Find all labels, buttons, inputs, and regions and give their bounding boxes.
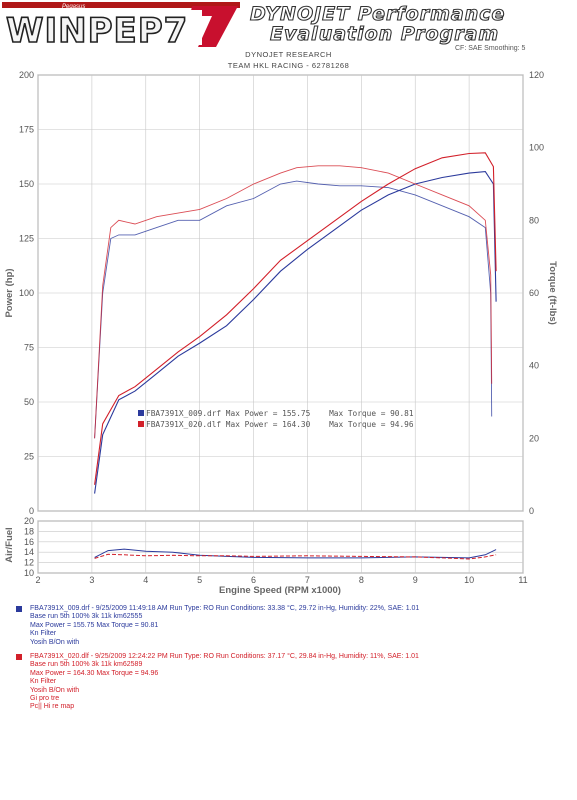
series-line-power-run1 xyxy=(94,171,497,494)
x-tick-label: 4 xyxy=(143,575,148,585)
legend-swatch-run2 xyxy=(138,421,144,427)
torque-tick-label: 20 xyxy=(529,433,539,443)
main-plot: 0 25 50 75 100 125 150 175 200 0 20 40 60 80 100 120 P… xyxy=(4,70,558,516)
x-tick-label: 8 xyxy=(359,575,364,585)
run2-note-1: Base run 5th 100% 3k 11k km62589 xyxy=(30,661,143,669)
x-tick-label: 3 xyxy=(89,575,94,585)
x-tick-label: 6 xyxy=(251,575,256,585)
afr-series xyxy=(94,548,497,560)
series-line-torque-run2 xyxy=(94,165,493,439)
afr-tick-label: 16 xyxy=(24,537,34,547)
torque-tick-label: 120 xyxy=(529,70,544,80)
torque-axis-ticks: 0 20 40 60 80 100 120 xyxy=(529,70,544,516)
logo-main-text: WINPEP7 xyxy=(6,11,188,47)
x-tick-label: 7 xyxy=(305,575,310,585)
afr-tick-label: 20 xyxy=(24,516,34,526)
afr-tick-label: 10 xyxy=(24,568,34,578)
power-tick-label: 0 xyxy=(29,506,34,516)
power-tick-label: 200 xyxy=(19,70,34,80)
power-tick-label: 125 xyxy=(19,234,34,244)
main-series xyxy=(94,152,497,494)
rpm-axis-title: Engine Speed (RPM x1000) xyxy=(219,585,341,596)
x-tick-label: 5 xyxy=(197,575,202,585)
run1-note-1: Base run 5th 100% 3k 11k km62555 xyxy=(30,613,143,621)
torque-tick-label: 40 xyxy=(529,361,539,371)
x-tick-label: 9 xyxy=(413,575,418,585)
run2-note-3: Kn Filter xyxy=(30,678,57,686)
run-info-2: FBA7391X_020.dlf - 9/25/2009 12:24:22 PM… xyxy=(0,653,577,712)
logo-small-text: Pegasus xyxy=(62,4,85,10)
run-info: FBA7391X_009.drf - 9/25/2009 11:49:18 AM… xyxy=(0,605,577,717)
header: Pegasus WINPEP7 DYNOJET Performance Eval… xyxy=(0,0,577,52)
torque-tick-label: 80 xyxy=(529,215,539,225)
power-tick-label: 50 xyxy=(24,397,34,407)
afr-tick-label: 12 xyxy=(24,558,34,568)
afr-grid xyxy=(37,520,524,574)
afr-plot-frame xyxy=(37,520,524,574)
legend-entry-run1: FBA7391X_009.drf Max Power = 155.75 Max … xyxy=(146,409,414,418)
torque-axis-title: Torque (ft-lbs) xyxy=(547,261,558,325)
run1-swatch xyxy=(16,606,22,612)
power-tick-label: 100 xyxy=(19,288,34,298)
run1-note-4: Yosih B/On with xyxy=(30,638,80,646)
run2-swatch xyxy=(16,654,22,661)
run2-header: FBA7391X_020.dlf - 9/25/2009 12:24:22 PM… xyxy=(30,653,419,661)
afr-axis-title: Air/Fuel xyxy=(4,527,15,562)
run2-note-4: Yosih B/On with xyxy=(30,686,80,694)
torque-tick-label: 100 xyxy=(529,143,544,153)
legend-entry-run2: FBA7391X_020.dlf Max Power = 164.30 Max … xyxy=(146,420,414,429)
power-tick-label: 75 xyxy=(24,343,34,353)
main-grid xyxy=(37,74,524,512)
power-axis-title: Power (hp) xyxy=(4,268,15,317)
series-line-power-run2 xyxy=(94,152,497,485)
afr-tick-label: 18 xyxy=(24,526,34,536)
subtitle-company: DYNOJET RESEARCH xyxy=(245,50,332,59)
title-line-1: DYNOJET Performance xyxy=(249,2,506,25)
torque-tick-label: 0 xyxy=(529,506,534,516)
run1-header: FBA7391X_009.drf - 9/25/2009 11:49:18 AM… xyxy=(30,605,420,612)
rpm-axis-ticks: 2 3 4 5 6 7 8 9 10 11 xyxy=(35,575,527,585)
chart-legend: FBA7391X_009.drf Max Power = 155.75 Max … xyxy=(138,409,414,429)
power-axis-ticks: 0 25 50 75 100 125 150 175 200 xyxy=(19,70,34,516)
subtitle-team: TEAM HKL RACING - 62781268 xyxy=(227,61,350,70)
afr-series-line-run1 xyxy=(94,548,497,559)
series-line-torque-run1 xyxy=(94,180,493,439)
power-tick-label: 25 xyxy=(24,452,34,462)
winpep-logo: Pegasus WINPEP7 xyxy=(2,2,240,47)
x-tick-label: 10 xyxy=(464,575,474,585)
legend-swatch-run1 xyxy=(138,410,144,416)
run1-note-3: Kn Filter xyxy=(30,630,57,638)
title-line-2: Evaluation Program xyxy=(269,22,500,45)
power-tick-label: 150 xyxy=(19,179,34,189)
run1-note-2: Max Power = 155.75 Max Torque = 90.81 xyxy=(30,621,159,629)
run2-note-2: Max Power = 164.30 Max Torque = 94.96 xyxy=(30,669,159,677)
x-tick-label: 11 xyxy=(518,575,527,585)
afr-series-line-run2 xyxy=(94,553,497,560)
torque-tick-label: 60 xyxy=(529,288,539,298)
run2-note-6: Pc|| Hi re map xyxy=(30,703,75,711)
x-tick-label: 2 xyxy=(35,575,40,585)
afr-tick-label: 14 xyxy=(24,547,34,557)
run-info-1: FBA7391X_009.drf - 9/25/2009 11:49:18 AM… xyxy=(0,605,577,647)
run2-note-5: Gi pro tre xyxy=(30,695,60,703)
power-tick-label: 175 xyxy=(19,125,34,135)
settings-text: CF: SAE Smoothing: 5 xyxy=(455,45,526,52)
